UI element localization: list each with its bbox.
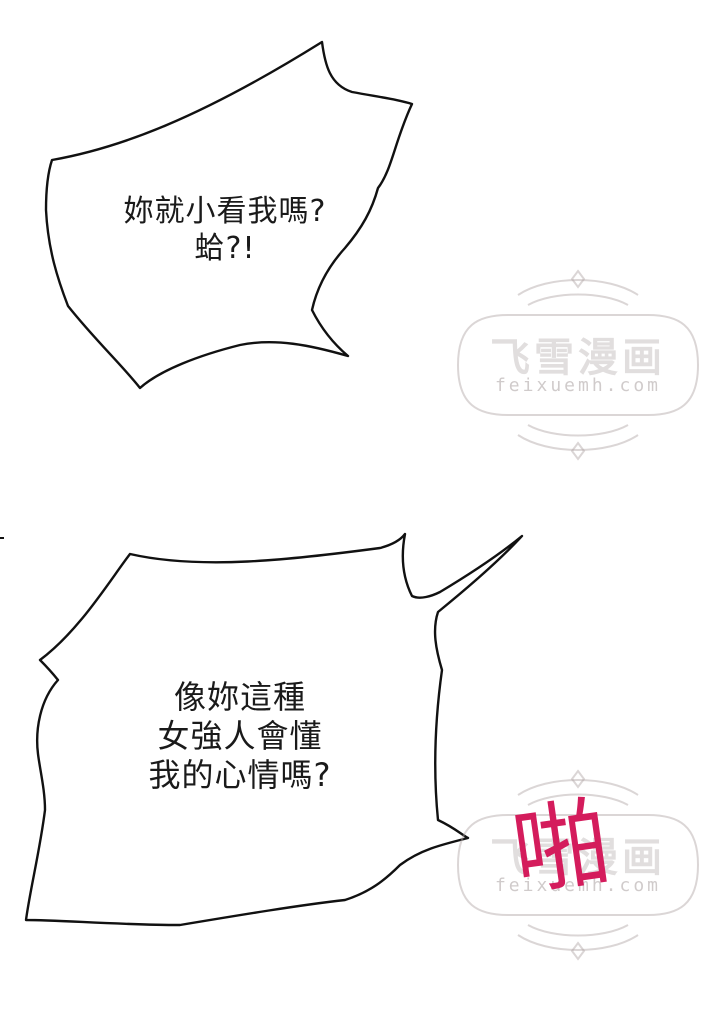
watermark-1-frame [456,269,700,461]
watermark-1-title: 飞雪漫画 [490,335,666,381]
watermark-2-title: 飞雪漫画 [490,835,666,881]
comic-panel-1: 妳就小看我嗎? 蛤?! [0,0,720,470]
watermark-1: 飞雪漫画 feixuemh.com [448,265,708,465]
speech-bubble-1-text: 妳就小看我嗎? 蛤?! [90,194,360,267]
watermark-2-url: feixuemh.com [494,875,662,896]
speech-bubble-2-text: 像妳這種 女強人會懂 我的心情嗎? [100,678,380,795]
bubble-1-line-2: 蛤?! [194,230,256,266]
speech-bubble-1-outline [44,40,414,390]
bubble-2-line-1: 像妳這種 [173,678,306,716]
watermark-2-frame [456,769,700,961]
bubble-2-line-3: 我的心情嗎? [148,756,332,795]
bubble-2-line-2: 女強人會懂 [157,717,323,756]
sound-effect-text: 啪 [505,786,611,910]
speech-bubble-2-outline [0,532,524,927]
comic-panel-2: 像妳這種 女強人會懂 我的心情嗎? [0,520,720,1020]
watermark-2: 飞雪漫画 feixuemh.com [448,765,708,965]
bubble-1-line-1: 妳就小看我嗎? [123,194,327,229]
watermark-1-url: feixuemh.com [494,375,662,396]
